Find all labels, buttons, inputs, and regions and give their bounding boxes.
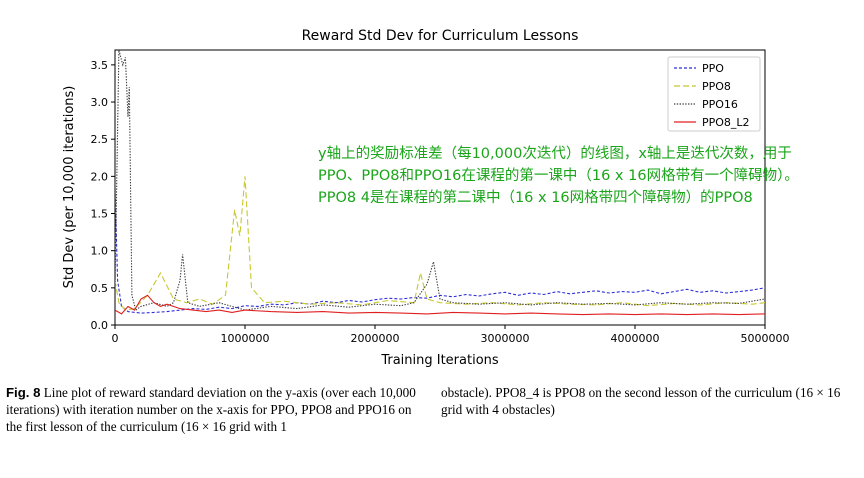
y-tick-label: 0.5 [91, 282, 109, 295]
y-tick-label: 2.0 [91, 170, 109, 183]
figure-caption-right: obstacle). PPO8_4 is PPO8 on the second … [441, 384, 857, 418]
legend-label: PPO8 [702, 80, 731, 93]
series-line-ppo8 [115, 176, 765, 311]
y-tick-label: 3.0 [91, 96, 109, 109]
plot-area [114, 49, 766, 326]
x-axis: 0 1000000 2000000 3000000 4000000 5000000 [112, 325, 790, 345]
figure-caption-left: Fig. 8 Line plot of reward standard devi… [6, 384, 420, 435]
series-line-ppo16 [115, 50, 765, 312]
annotation-text: y轴上的奖励标准差（每10,000次迭代）的线图，x轴上是迭代次数，用于 PPO… [318, 143, 858, 209]
y-tick-label: 0.0 [91, 319, 109, 332]
x-axis-label: Training Iterations [380, 353, 499, 368]
y-axis-label: Std Dev (per 10,000 iterations) [62, 86, 77, 289]
x-tick-label: 0 [112, 332, 119, 345]
legend-label: PPO8_L2 [702, 116, 750, 129]
y-tick-label: 3.5 [91, 59, 109, 72]
caption-text-left: Line plot of reward standard deviation o… [6, 385, 416, 434]
x-tick-label: 4000000 [611, 332, 660, 345]
annotation-line-1: y轴上的奖励标准差（每10,000次迭代）的线图，x轴上是迭代次数，用于 [318, 146, 792, 162]
y-tick-label: 1.0 [91, 245, 109, 258]
legend: PPO PPO8 PPO16 PPO8_L2 [667, 56, 761, 132]
series-line-ppo [115, 183, 765, 314]
annotation-line-3: PPO8 4是在课程的第二课中（16 x 16网格带四个障碍物）的PPO8 [318, 190, 753, 206]
annotation-line-2: PPO、PPO8和PPO16在课程的第一课中（16 x 16网格带有一个障碍物）… [318, 168, 799, 184]
legend-box [667, 56, 761, 132]
figure-label: Fig. 8 [6, 385, 41, 400]
caption-text-right: obstacle). PPO8_4 is PPO8 on the second … [441, 385, 841, 417]
y-tick-label: 2.5 [91, 133, 109, 146]
legend-label: PPO [702, 62, 724, 75]
x-tick-label: 2000000 [351, 332, 400, 345]
legend-label: PPO16 [702, 98, 738, 111]
series-line-ppo8-l2 [115, 294, 765, 316]
x-tick-label: 5000000 [741, 332, 790, 345]
chart-title: Reward Std Dev for Curriculum Lessons [302, 28, 579, 44]
series-group [115, 50, 765, 316]
x-tick-label: 1000000 [221, 332, 270, 345]
y-tick-label: 1.5 [91, 208, 109, 221]
line-chart: Reward Std Dev for Curriculum Lessons 0.… [62, 28, 790, 368]
x-tick-label: 3000000 [481, 332, 530, 345]
y-axis: 0.0 0.5 1.0 1.5 2.0 2.5 3.0 3.5 [91, 59, 115, 332]
